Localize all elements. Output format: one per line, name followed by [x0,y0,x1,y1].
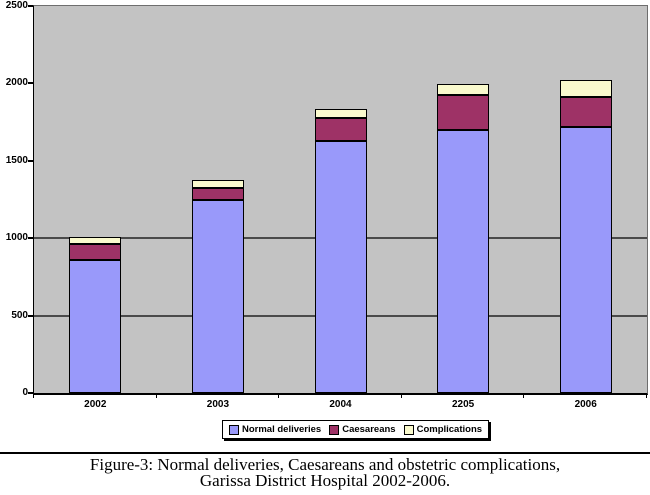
bar-segment-2006-normal-deliveries [559,126,612,393]
legend-swatch-normal-deliveries-icon [229,424,239,435]
bar-segment-2205-caesareans [437,95,490,130]
bar-2002 [69,236,122,393]
bar-segment-2002-caesareans [69,244,122,260]
bar-2003 [191,180,244,393]
y-axis-label-1500: 1500 [5,154,28,166]
x-axis-tick-2 [278,394,280,398]
figure-caption-line2: Garissa District Hospital 2002-2006. [199,471,451,490]
y-axis-tick-2500 [28,5,33,7]
y-axis-label-500: 500 [11,309,28,321]
y-axis-tick-1000 [28,237,33,240]
x-axis-label-2002: 2002 [84,399,107,410]
legend-swatch-caesareans-icon [329,424,340,435]
bar-segment-2205-complications [437,84,490,96]
legend-item-normal-deliveries: Normal deliveries [229,424,321,435]
bar-2205 [437,84,490,393]
legend-label-caesareans: Caesareans [342,424,396,435]
legend-item-caesareans: Caesareans [329,424,396,435]
bar-segment-2004-complications [314,108,367,119]
figure-caption-line1: Figure-3: Normal deliveries, Caesareans … [89,455,561,474]
legend-swatch-complications-icon [403,424,414,435]
bar-segment-2003-normal-deliveries [191,200,244,393]
y-axis-tick-0 [28,392,33,394]
bar-2004 [314,108,367,393]
bar-segment-2003-complications [191,180,244,189]
figure-caption: Figure-3: Normal deliveries, Caesareans … [0,455,650,490]
x-axis-tick-4 [523,394,525,398]
bar-2006 [559,80,612,393]
y-axis-tick-2000 [28,82,33,85]
x-axis-tick-5 [646,394,647,398]
legend-item-complications: Complications [403,424,483,435]
y-axis-label-1000: 1000 [5,232,28,244]
plot-area [33,5,648,395]
x-axis-tick-3 [400,394,402,398]
x-axis-label-2006: 2006 [574,399,597,410]
x-axis-tick-0 [33,394,34,398]
y-axis-label-2000: 2000 [5,77,28,89]
legend-label-complications: Complications [416,424,483,435]
y-axis-tick-500 [28,314,33,317]
x-axis-label-2004: 2004 [329,399,352,410]
bar-segment-2004-caesareans [314,118,367,141]
bar-segment-2006-caesareans [559,97,612,127]
y-axis-tick-1500 [28,159,33,162]
bar-segment-2002-normal-deliveries [69,259,122,393]
y-axis-label-0: 0 [22,387,28,398]
y-axis-label-2500: 2500 [5,0,28,11]
caption-divider [0,452,650,454]
x-axis-tick-1 [155,394,157,398]
bar-segment-2205-normal-deliveries [437,129,490,393]
bar-segment-2002-complications [69,236,122,245]
x-axis-label-2003: 2003 [206,399,230,410]
bar-segment-2004-normal-deliveries [314,140,367,393]
bar-segment-2003-caesareans [191,188,244,201]
legend: Normal deliveries Caesareans Complicatio… [222,420,490,439]
legend-label-normal-deliveries: Normal deliveries [242,424,322,435]
bar-segment-2006-complications [559,80,612,98]
x-axis-label-2205: 2205 [451,399,475,410]
